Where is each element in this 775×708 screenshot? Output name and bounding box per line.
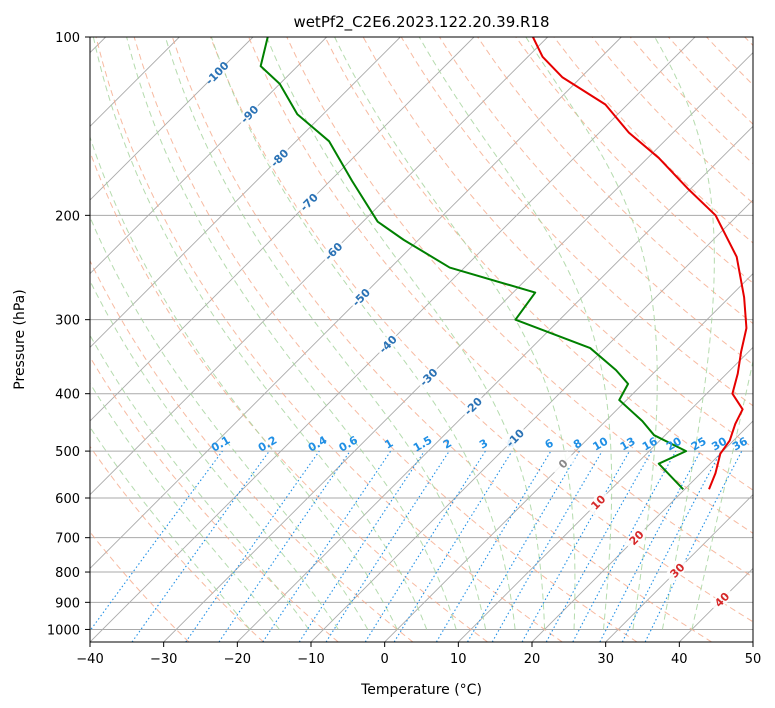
mixing-ratio-line <box>572 450 677 642</box>
isotherm-line <box>90 37 327 275</box>
isotherm-label-bg <box>502 425 528 451</box>
isotherm-label-bg <box>320 238 347 265</box>
y-tick-label: 1000 <box>47 623 80 638</box>
isotherm-label-bg <box>623 524 650 551</box>
isotherm-label-bg <box>585 489 611 516</box>
moist-adiabat-line <box>90 135 398 630</box>
dry-adiabat-line <box>515 37 753 284</box>
y-axis-label: Pressure (hPa) <box>12 289 28 389</box>
temperature-profile-line <box>532 37 748 490</box>
x-tick-label: −10 <box>297 652 324 667</box>
mixing-ratio-line <box>545 450 653 642</box>
isotherm-line <box>605 494 753 642</box>
dry-adiabat-line <box>286 37 753 534</box>
isotherm-label-bg <box>204 60 230 86</box>
moist-adiabat-line <box>90 334 310 630</box>
y-tick-label: 800 <box>55 566 80 581</box>
x-tick-label: 30 <box>597 652 614 667</box>
moist-adiabat-line <box>90 382 280 630</box>
isotherm-label-bg <box>348 284 374 311</box>
y-tick-label: 500 <box>55 445 80 460</box>
isotherm-label-bg <box>709 586 735 613</box>
moist-adiabat-line <box>525 37 658 630</box>
x-tick-label: −30 <box>150 652 177 667</box>
chart-title: wetPf2_C2E6.2023.122.20.39.R18 <box>293 13 549 32</box>
sounding-profiles <box>259 37 748 490</box>
dry-adiabat-line <box>324 37 753 491</box>
x-tick-label: 10 <box>450 652 467 667</box>
mixing-ratio-line <box>325 450 450 642</box>
isotherm-line <box>90 37 622 569</box>
isotherm-line <box>458 346 753 642</box>
dry-adiabat-line <box>171 37 712 642</box>
moist-adiabat-lines <box>90 37 753 630</box>
mixing-ratio-line <box>644 450 743 642</box>
y-tick-label: 700 <box>55 532 80 547</box>
x-tick-label: −20 <box>224 652 251 667</box>
moist-adiabat-line <box>126 37 457 630</box>
isotherm-label-bg <box>415 364 442 390</box>
x-tick-label: 20 <box>524 652 541 667</box>
isotherm-label-bg <box>460 393 486 419</box>
moist-adiabat-line <box>691 358 753 630</box>
moist-adiabat-line <box>90 215 369 630</box>
mixing-ratio-line <box>262 450 392 642</box>
isotherm-label-bg <box>550 450 576 477</box>
moist-adiabat-line <box>654 37 715 630</box>
x-tick-label: 50 <box>745 652 762 667</box>
isotherm-label-bg <box>236 101 263 127</box>
x-axis-ticks: −40 −30 −20 −10 0 10 20 30 40 50 <box>76 642 761 667</box>
dewpoint-profile-line <box>259 37 688 490</box>
y-tick-label: 900 <box>55 596 80 611</box>
mixing-ratio-line <box>298 450 425 642</box>
x-tick-label: 0 <box>381 652 389 667</box>
moist-adiabat-line <box>90 279 339 630</box>
moist-adiabat-line <box>92 37 428 630</box>
moist-adiabat-line <box>90 426 251 630</box>
moist-adiabat-line <box>210 37 516 630</box>
dry-adiabat-line <box>90 259 414 642</box>
y-tick-label: 600 <box>55 492 80 507</box>
x-tick-label: 40 <box>671 652 688 667</box>
moist-adiabat-line <box>266 37 546 630</box>
mixing-ratio-line <box>185 450 320 642</box>
isotherm-line <box>90 37 254 201</box>
isotherm-label-bg <box>375 331 401 357</box>
x-tick-label: −40 <box>76 652 103 667</box>
y-axis-ticks: 100 200 300 400 500 600 700 800 900 1000 <box>47 31 90 638</box>
isotherm-label-bg <box>664 557 690 584</box>
isotherm-line <box>90 37 548 496</box>
background-grid <box>90 37 753 642</box>
isotherm-line <box>90 37 475 422</box>
isotherm-line <box>90 37 401 348</box>
isotherm-line <box>163 52 753 642</box>
mixing-ratio-line <box>131 450 270 642</box>
plot-frame <box>89 36 754 643</box>
moist-adiabat-line <box>164 37 487 630</box>
dry-adiabat-line <box>90 445 264 642</box>
isotherm-line <box>384 273 753 642</box>
isotherm-label-bg <box>296 189 322 215</box>
dry-adiabat-line <box>90 356 339 642</box>
y-tick-label: 100 <box>55 31 80 46</box>
x-axis-label: Temperature (°C) <box>360 682 482 698</box>
mixing-ratio-line <box>90 450 223 632</box>
y-tick-label: 400 <box>55 388 80 403</box>
isotherm-label-bg <box>266 145 293 171</box>
mixing-ratio-line <box>393 450 513 642</box>
dry-adiabat-line <box>95 37 563 642</box>
isobar-lines <box>90 37 753 630</box>
y-tick-label: 300 <box>55 314 80 329</box>
moist-adiabat-line <box>418 37 613 630</box>
dry-adiabat-line <box>248 37 753 578</box>
mixing-ratio-line <box>218 450 351 642</box>
y-tick-label: 200 <box>55 209 80 224</box>
isotherm-lines <box>90 37 753 642</box>
isotherm-line <box>237 125 753 642</box>
